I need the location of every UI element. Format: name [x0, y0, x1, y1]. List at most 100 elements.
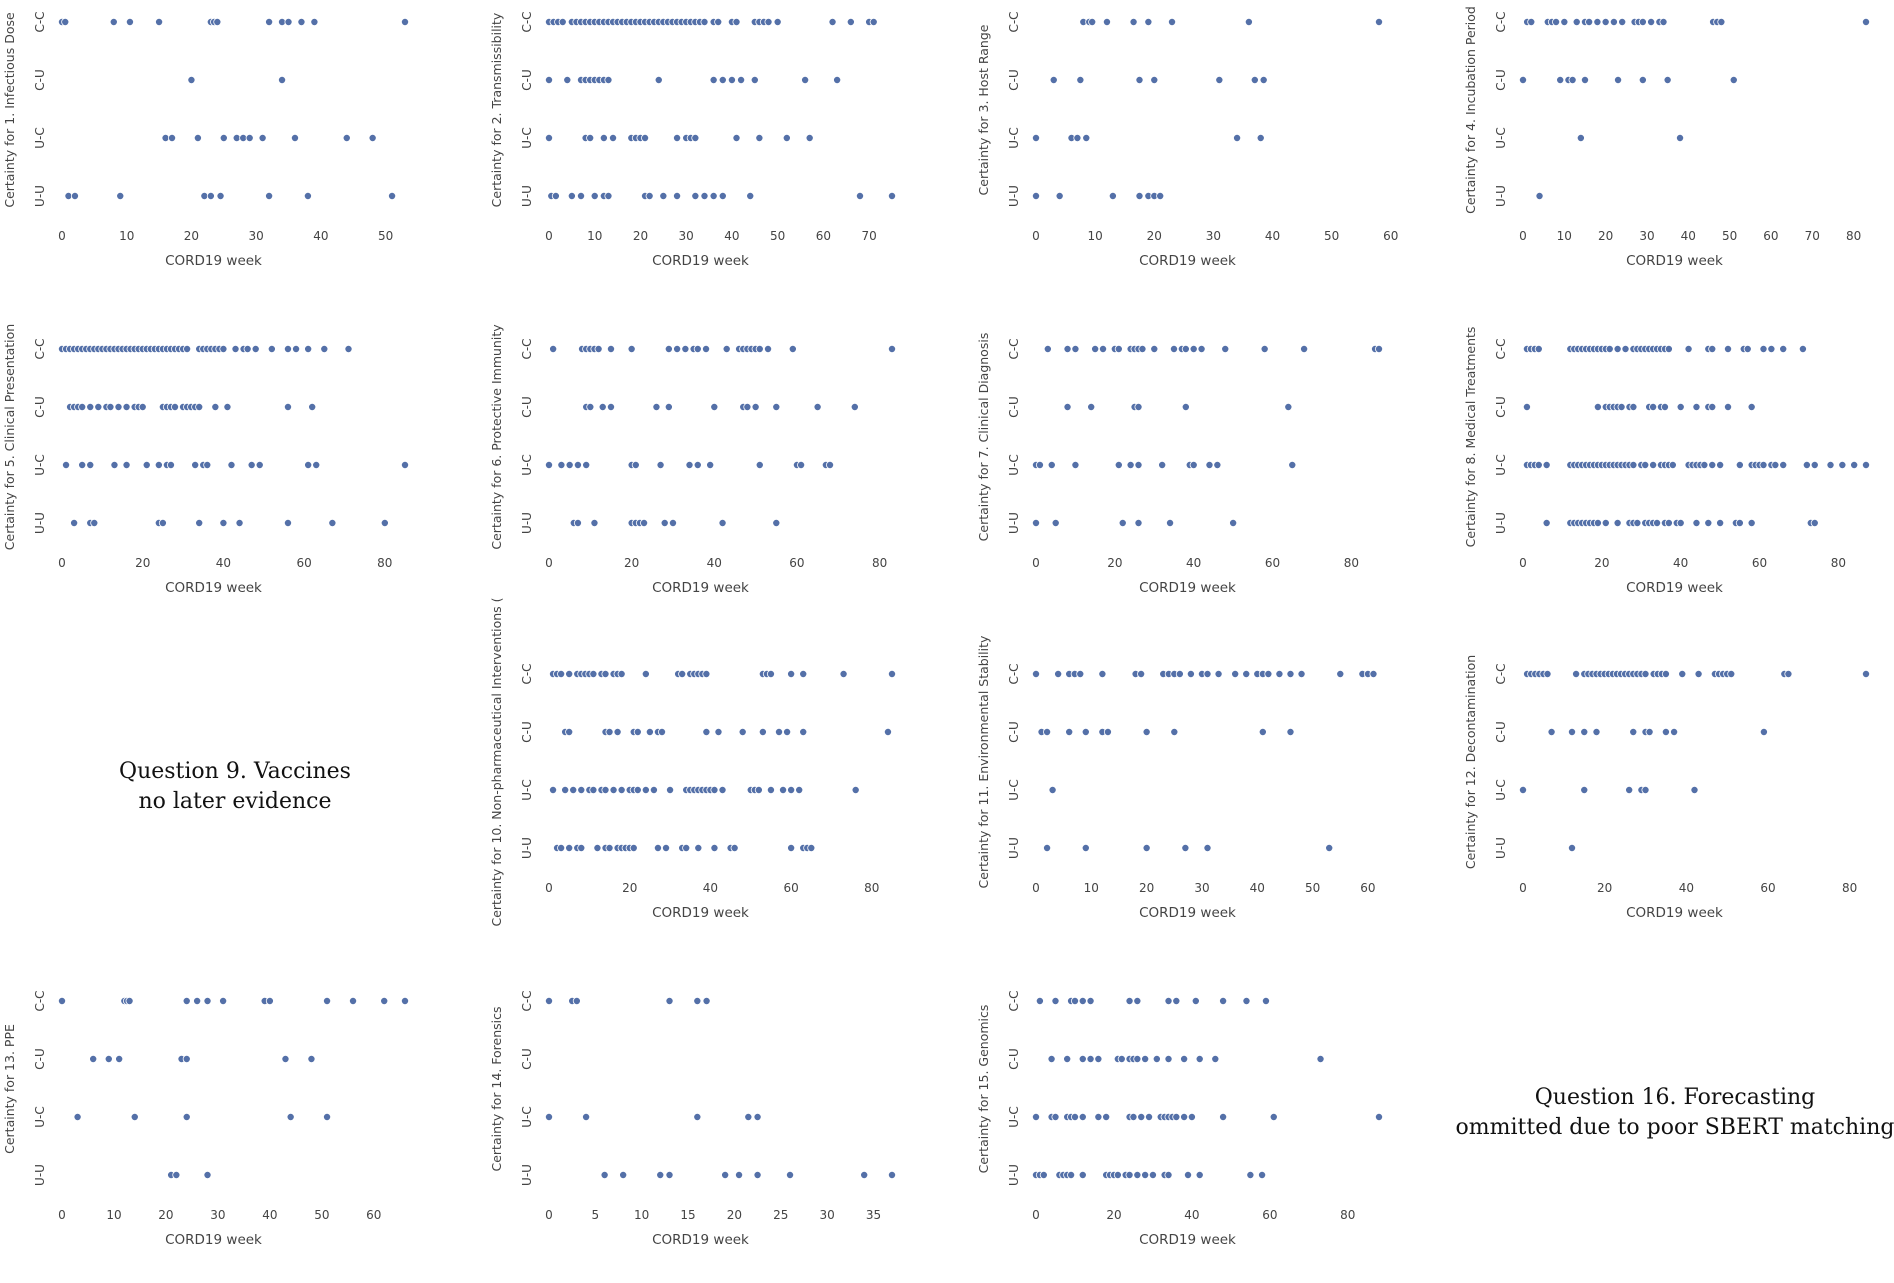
data-point — [1716, 460, 1725, 469]
x-tick-label: 0 — [1519, 881, 1527, 895]
data-point — [1191, 996, 1200, 1005]
data-point — [557, 460, 566, 469]
data-point — [681, 344, 690, 353]
y-tick-label: U-U — [1007, 185, 1021, 207]
data-point — [1181, 344, 1190, 353]
data-point — [839, 669, 848, 678]
scatter-chart: Certainty for 4. Incubation Period C-C C-U… — [1463, 6, 1870, 269]
data-point — [1242, 996, 1251, 1005]
data-point — [1593, 403, 1602, 412]
data-point — [1676, 518, 1685, 527]
data-point — [1137, 669, 1146, 678]
data-point — [1547, 728, 1556, 737]
data-point — [368, 133, 377, 142]
data-point — [219, 996, 228, 1005]
data-point — [1229, 518, 1238, 527]
data-point — [1065, 728, 1074, 737]
data-point — [709, 191, 718, 200]
data-point — [753, 1170, 762, 1179]
y-tick-label: C-C — [33, 338, 47, 359]
x-tick-label: 40 — [1673, 556, 1688, 570]
data-point — [833, 76, 842, 85]
data-point — [1114, 460, 1123, 469]
data-point — [155, 17, 164, 26]
data-point — [219, 344, 228, 353]
data-point — [1063, 403, 1072, 412]
data-point — [1633, 518, 1642, 527]
data-point — [307, 1055, 316, 1064]
data-point — [1063, 344, 1072, 353]
data-point — [730, 843, 739, 852]
data-point — [283, 518, 292, 527]
data-point — [1638, 17, 1647, 26]
y-tick-label: U-C — [1494, 127, 1508, 149]
data-point — [545, 76, 554, 85]
y-tick-label: U-C — [1007, 779, 1021, 801]
data-point — [1861, 669, 1870, 678]
data-point — [775, 728, 784, 737]
data-point — [801, 76, 810, 85]
data-point — [1261, 996, 1270, 1005]
y-tick-label: C-U — [1007, 69, 1021, 91]
x-tick-label: 0 — [58, 556, 66, 570]
data-point — [693, 1112, 702, 1121]
x-tick-label: 20 — [1107, 556, 1122, 570]
data-point — [1195, 1055, 1204, 1064]
y-tick-label: C-C — [1494, 11, 1508, 32]
data-point — [601, 785, 610, 794]
y-axis-label: Certainty for 14. Forensics — [489, 1006, 504, 1171]
data-point — [545, 1112, 554, 1121]
data-point — [721, 1170, 730, 1179]
data-point — [605, 843, 614, 852]
data-point — [1605, 344, 1614, 353]
data-point — [709, 76, 718, 85]
data-point — [328, 518, 337, 527]
y-tick-label: C-C — [520, 11, 534, 32]
data-point — [586, 133, 595, 142]
y-tick-label: C-U — [1007, 721, 1021, 743]
scatter-chart: Certainty for 7. Clinical Diagnosis C-C C-… — [976, 333, 1383, 596]
data-point — [633, 728, 642, 737]
data-point — [627, 344, 636, 353]
data-point — [664, 403, 673, 412]
data-point — [1645, 728, 1654, 737]
data-point — [1735, 460, 1744, 469]
data-point — [1168, 17, 1177, 26]
data-point — [1144, 17, 1153, 26]
data-point — [1747, 403, 1756, 412]
scatter-panel: Certainty for 10. Non-pharmaceutical Int… — [487, 598, 917, 956]
data-point — [1838, 460, 1847, 469]
data-point — [1374, 344, 1383, 353]
data-point — [1114, 344, 1123, 353]
y-tick-label: C-U — [33, 396, 47, 418]
data-point — [1148, 1170, 1157, 1179]
data-point — [1043, 728, 1052, 737]
x-tick-label: 40 — [1250, 881, 1265, 895]
y-tick-label: U-C — [1494, 779, 1508, 801]
x-tick-label: 60 — [1383, 229, 1398, 243]
data-point — [251, 344, 260, 353]
data-point — [1735, 518, 1744, 527]
data-point — [203, 1170, 212, 1179]
data-point — [1717, 17, 1726, 26]
x-tick-label: 10 — [1087, 229, 1102, 243]
data-point — [1134, 403, 1143, 412]
x-tick-label: 20 — [1106, 1208, 1121, 1222]
data-point — [1203, 669, 1212, 678]
data-point — [1150, 76, 1159, 85]
data-point — [645, 191, 654, 200]
data-point — [219, 133, 228, 142]
y-tick-label: C-U — [1494, 396, 1508, 418]
data-point — [665, 996, 674, 1005]
data-point — [605, 728, 614, 737]
data-point — [183, 344, 192, 353]
data-point — [344, 344, 353, 353]
data-point — [702, 344, 711, 353]
data-point — [795, 785, 804, 794]
data-point — [70, 518, 79, 527]
y-tick-label: C-U — [1007, 396, 1021, 418]
data-point — [1135, 76, 1144, 85]
data-point — [303, 191, 312, 200]
x-axis-label: CORD19 week — [1626, 253, 1723, 269]
